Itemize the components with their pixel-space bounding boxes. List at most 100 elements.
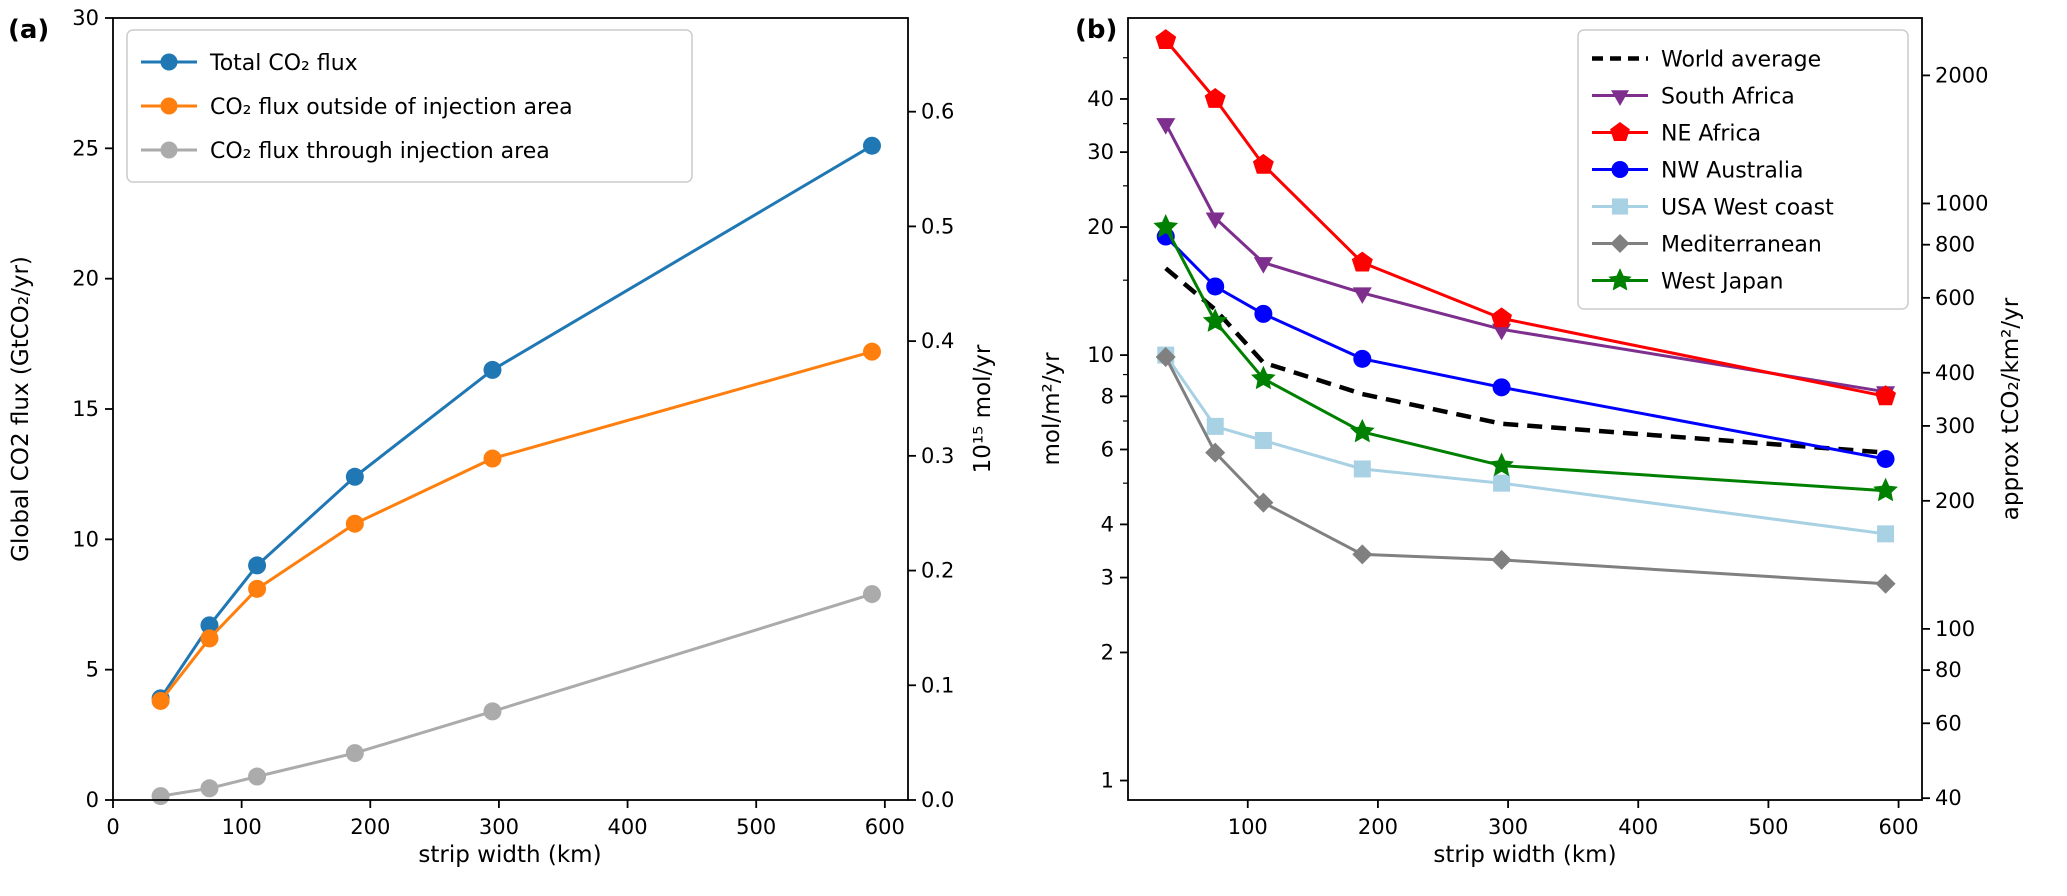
tick-label: 0.2 — [921, 559, 954, 583]
triangle-down-marker — [1156, 118, 1176, 135]
legend-label-west-japan: West Japan — [1661, 270, 1783, 295]
legend-label-south-africa: South Africa — [1661, 85, 1795, 110]
tick-label: 20 — [1087, 215, 1114, 239]
star-marker — [1608, 268, 1632, 291]
triangle-down-marker — [1205, 212, 1225, 229]
chart-b-ylabel-left: mol/m²/yr — [1039, 352, 1065, 466]
pentagon-marker — [1252, 153, 1274, 174]
tick-label: 25 — [72, 136, 99, 160]
circle-marker — [483, 360, 502, 379]
circle-marker — [483, 449, 502, 468]
circle-marker — [345, 744, 364, 763]
tick-label: 200 — [350, 815, 390, 839]
tick-label: 10 — [1087, 343, 1114, 367]
circle-marker — [151, 787, 170, 806]
tick-label: 30 — [1087, 140, 1114, 164]
tick-label: 400 — [1618, 815, 1658, 839]
legend-label-mediterranean: Mediterranean — [1661, 233, 1822, 258]
tick-label: 15 — [72, 397, 99, 421]
pentagon-marker — [1875, 385, 1896, 406]
circle-marker — [862, 136, 881, 155]
diamond-marker — [1875, 573, 1896, 594]
panel-a: 0 100 200 300 400 500 600 0 5 10 15 20 25 30 0.0 0.1 0.2… — [0, 0, 1033, 896]
tick-label: 80 — [1935, 658, 1962, 682]
series-line-ne-africa — [1164, 39, 1886, 398]
tick-label: 0.3 — [921, 444, 954, 468]
pentagon-marker — [1610, 122, 1630, 141]
tick-label: 2 — [1101, 640, 1114, 664]
chart-a-plot: 0 100 200 300 400 500 600 0 5 10 15 20 25 30 0.0 0.1 0.2… — [72, 6, 954, 839]
chart-b-svg: 100 200 300 400 500 600 1 2 3 4 6 8 10 20 30 40 40 60 80 10… — [1039, 15, 2024, 868]
circle-marker — [160, 53, 178, 71]
series-line-total-co-flux — [159, 144, 873, 700]
diamond-marker — [1205, 442, 1226, 463]
diamond-marker — [1155, 347, 1176, 367]
square-marker — [1493, 474, 1511, 492]
diamond-marker — [1610, 234, 1630, 253]
star-marker — [1349, 418, 1375, 443]
panel-b-label: (b) — [1075, 15, 1117, 45]
legend-label-co-flux-outside-of-injection-area: CO₂ flux outside of injection area — [210, 95, 573, 120]
chart-b-plot: 100 200 300 400 500 600 1 2 3 4 6 8 10 20 30 40 40 60 80 10… — [1087, 17, 1988, 839]
tick-label: 400 — [608, 815, 648, 839]
circle-marker — [248, 767, 267, 786]
chart-a-xlabel: strip width (km) — [418, 842, 601, 868]
circle-marker — [1254, 304, 1273, 323]
tick-label: 20 — [72, 267, 99, 291]
chart-a-ylabel-right: 10¹⁵ mol/yr — [970, 344, 996, 473]
circle-marker — [862, 585, 881, 604]
tick-label: 200 — [1935, 489, 1975, 513]
circle-marker — [345, 467, 364, 486]
tick-label: 6 — [1101, 437, 1114, 461]
legend-label-co-flux-through-injection-area: CO₂ flux through injection area — [210, 139, 550, 164]
pentagon-marker — [1155, 29, 1177, 49]
circle-marker — [248, 556, 267, 575]
star-marker — [1489, 452, 1514, 477]
square-marker — [1206, 417, 1224, 435]
star-marker — [1153, 214, 1179, 238]
tick-label: 0 — [86, 788, 99, 812]
circle-marker — [1492, 378, 1511, 397]
legend-label-usa-west-coast: USA West coast — [1661, 196, 1834, 221]
series-line-mediterranean — [1164, 356, 1886, 586]
series-line-co-flux-through-injection-area — [160, 592, 873, 798]
square-marker — [1877, 525, 1895, 543]
tick-label: 300 — [1935, 414, 1975, 438]
circle-marker — [200, 616, 219, 635]
tick-label: 0 — [106, 815, 119, 839]
series-line-nw-australia — [1164, 235, 1886, 461]
tick-label: 600 — [1935, 286, 1975, 310]
tick-label: 2000 — [1935, 63, 1988, 87]
tick-label: 100 — [1228, 815, 1268, 839]
tick-label: 5 — [86, 658, 99, 682]
chart-b-ylabel-right: approx tCO₂/km²/yr — [1998, 297, 2024, 520]
tick-label: 4 — [1101, 512, 1114, 536]
tick-label: 0.1 — [921, 673, 954, 697]
tick-label: 0.5 — [921, 214, 954, 238]
legend-label-ne-africa: NE Africa — [1661, 122, 1761, 147]
circle-marker — [345, 514, 364, 533]
diamond-marker — [1491, 549, 1512, 570]
legend-box — [126, 29, 693, 183]
triangle-down-marker — [1492, 323, 1512, 341]
axes-frame — [1127, 17, 1923, 801]
tick-label: 500 — [1748, 815, 1788, 839]
circle-marker — [862, 342, 881, 361]
pentagon-marker — [1351, 251, 1373, 272]
diamond-marker — [1253, 492, 1274, 513]
triangle-down-marker — [1611, 90, 1629, 106]
tick-label: 400 — [1935, 361, 1975, 385]
tick-label: 1 — [1101, 769, 1114, 793]
circle-marker — [1353, 349, 1372, 368]
circle-marker — [200, 629, 219, 648]
tick-label: 40 — [1087, 87, 1114, 111]
square-marker — [1611, 198, 1629, 215]
tick-label: 100 — [222, 815, 262, 839]
tick-label: 8 — [1101, 384, 1114, 408]
series-line-co-flux-outside-of-injection-area — [159, 350, 873, 702]
tick-label: 600 — [865, 815, 905, 839]
tick-label: 500 — [736, 815, 776, 839]
circle-marker — [1611, 160, 1629, 179]
tick-label: 800 — [1935, 233, 1975, 257]
